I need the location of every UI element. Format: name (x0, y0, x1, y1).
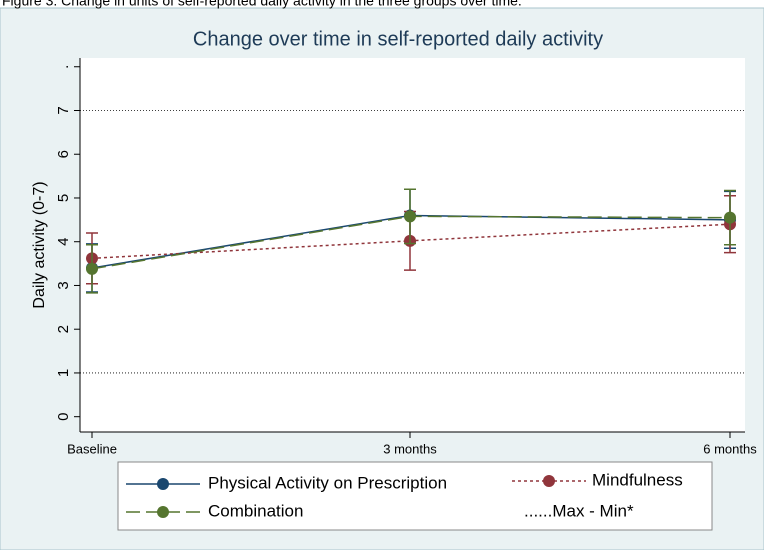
y-tick-label: 2 (55, 325, 72, 333)
x-tick-label: 6 months (703, 441, 757, 456)
marker (724, 211, 736, 224)
x-tick-label: 3 months (383, 441, 437, 456)
legend-marker (157, 478, 169, 490)
legend-label: Combination (208, 501, 303, 520)
marker (86, 262, 98, 275)
y-tick-label: 4 (55, 238, 72, 246)
x-tick-label: Baseline (67, 441, 117, 456)
legend (117, 461, 713, 531)
y-tick-label: 7 (55, 106, 72, 114)
y-tick-label: 1 (55, 369, 72, 377)
y-tick-label: 6 (55, 150, 72, 158)
y-axis-title: Daily activity (0-7) (31, 181, 48, 308)
y-tick-label: . (55, 65, 72, 69)
legend-label: Physical Activity on Prescription (208, 473, 447, 492)
y-tick-label: 5 (55, 194, 72, 202)
caption: Figure 3. Change in units of self-report… (2, 0, 522, 9)
legend-label: ......Max - Min* (524, 501, 634, 520)
y-tick-label: 3 (55, 281, 72, 289)
legend-marker (157, 506, 169, 518)
chart-title: Change over time in self-reported daily … (193, 28, 603, 50)
marker (404, 210, 416, 223)
legend-marker (543, 475, 555, 487)
y-tick-label: 0 (55, 413, 72, 421)
legend-label: Mindfulness (592, 470, 683, 489)
